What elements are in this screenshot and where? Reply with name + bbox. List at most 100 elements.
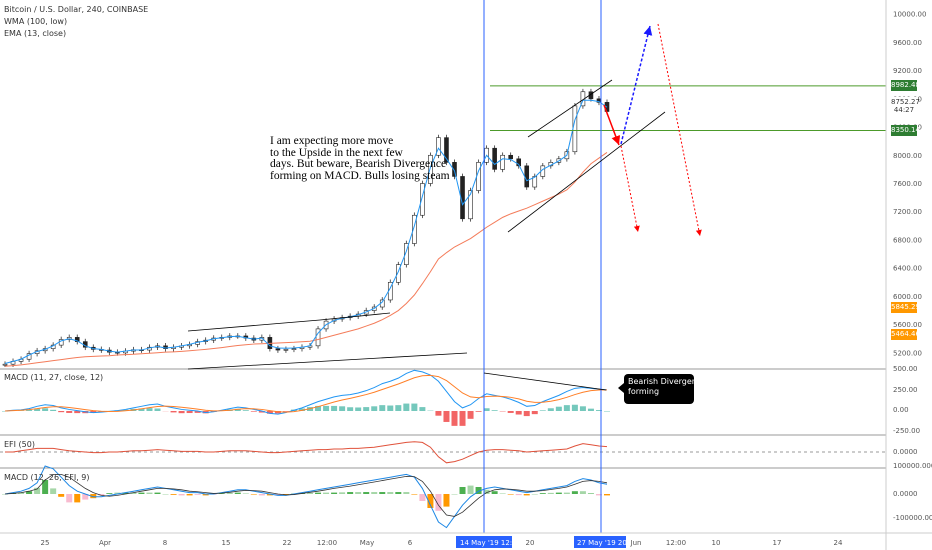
- macd2-hist-bar: [515, 494, 522, 496]
- price-tick-label: 5600.00: [893, 321, 922, 329]
- candle-body: [275, 348, 281, 351]
- macd2-hist-bar: [475, 487, 482, 494]
- macd1-hist-bar: [563, 405, 570, 411]
- time-tick-label: Apr: [99, 539, 111, 547]
- macd2-hist-bar: [451, 494, 458, 495]
- macd1-hist-bar: [539, 410, 546, 411]
- price-tick-label: 7600.00: [893, 180, 922, 188]
- candle-body: [452, 162, 457, 177]
- candle-body: [436, 137, 441, 156]
- macd2-hist-bar: [194, 494, 201, 495]
- time-tick-label: 8: [163, 539, 167, 547]
- red-arrow-down: [603, 104, 621, 146]
- macd2-hist-bar: [427, 494, 434, 508]
- price-tick-label: 8000.00: [893, 152, 922, 160]
- candle-body: [476, 162, 481, 191]
- candle-body: [291, 348, 297, 350]
- candle-body: [396, 264, 401, 283]
- macd2-hist-bar: [106, 493, 113, 494]
- macd1-hist-bar: [315, 405, 322, 411]
- macd2-hist-bar: [122, 492, 129, 494]
- macd1-hist-bar: [475, 411, 482, 412]
- legend-macd2: MACD (12, 26, EFI, 9): [4, 473, 90, 482]
- time-tick-label: 14 May '19 12:00: [460, 539, 521, 547]
- time-tick-label: 15: [222, 539, 231, 547]
- blue-arrow-up: [620, 25, 653, 145]
- macd1-hist-bar: [347, 407, 354, 411]
- macd2-hist-bar: [74, 494, 81, 503]
- price-tag: 8350.14: [891, 125, 920, 137]
- time-tick-label: 17: [773, 539, 782, 547]
- wma-line: [4, 152, 608, 367]
- macd1-hist-bar: [194, 411, 201, 413]
- macd1-hist-bar: [604, 411, 610, 412]
- macd2-hist-bar: [467, 485, 474, 494]
- macd1-hist-bar: [595, 410, 602, 411]
- macd2-hist-bar: [82, 494, 89, 500]
- macd2-tick-label: 0.0000: [893, 490, 918, 498]
- time-tick-label: 12:00: [317, 539, 337, 547]
- macd1-tick-label: -250.00: [893, 427, 920, 435]
- price-tag: 5845.29: [891, 301, 920, 313]
- macd1-hist-bar: [339, 406, 346, 411]
- time-tick-label: 22: [283, 539, 292, 547]
- candle-body: [516, 158, 522, 167]
- candle-body: [420, 183, 425, 216]
- macd1-hist-bar: [90, 411, 97, 413]
- candle-body: [444, 137, 449, 163]
- macd2-hist-bar: [371, 492, 378, 494]
- macd1-hist-bar: [154, 408, 161, 411]
- macd1-hist-bar: [435, 411, 442, 416]
- macd1-hist-bar: [331, 405, 338, 411]
- candle-body: [508, 154, 513, 160]
- macd2-hist-bar: [58, 494, 65, 497]
- macd2-hist-bar: [507, 494, 514, 495]
- macd2-hist-bar: [347, 492, 354, 494]
- macd2-hist-bar: [435, 494, 442, 511]
- macd2-hist-bar: [491, 491, 498, 494]
- macd1-tick-label: 0.00: [893, 406, 909, 414]
- red-dotted-arrow-2: [657, 23, 702, 237]
- price-tag: 8982.48: [891, 80, 920, 92]
- price-tick-label: 6400.00: [893, 265, 922, 273]
- time-tick-label: 6: [408, 539, 413, 547]
- divergence-callout: Bearish Divergence forming: [618, 374, 706, 404]
- macd2-hist-bar: [242, 493, 249, 494]
- macd2-hist-bar: [307, 492, 314, 494]
- legend-macd1: MACD (11, 27, close, 12): [4, 373, 104, 382]
- macd2-hist-bar: [499, 493, 506, 494]
- macd2-hist-bar: [234, 492, 241, 494]
- macd1-hist-bar: [507, 411, 514, 413]
- macd1-tick-label: 250.00: [893, 386, 918, 394]
- macd2-hist-bar: [266, 494, 273, 496]
- candle-body: [74, 337, 80, 342]
- macd1-hist-bar: [355, 407, 362, 411]
- macd2-hist-bar: [539, 493, 546, 494]
- macd1-hist-bar: [555, 406, 562, 411]
- macd2-hist-bar: [571, 491, 578, 494]
- legend-symbol: Bitcoin / U.S. Dollar, 240, COINBASE: [4, 5, 149, 14]
- time-tick-label: 20: [526, 539, 535, 547]
- legend-wma: WMA (100, low): [4, 17, 68, 26]
- macd2-hist-bar: [363, 492, 370, 494]
- macd1-hist-bar: [403, 403, 410, 411]
- candle-body: [532, 176, 538, 188]
- wedge-bottom: [507, 111, 666, 233]
- macd2-hist-bar: [186, 494, 193, 496]
- time-tick-label: 27 May '19 20:00: [577, 539, 638, 547]
- macd2-hist-bar: [18, 492, 25, 494]
- candle-body: [404, 243, 409, 265]
- channel-top-right: [319, 312, 391, 321]
- macd1-hist-bar: [323, 405, 330, 411]
- divergence-line: [483, 372, 607, 391]
- price-tick-label: 7200.00: [893, 208, 922, 216]
- time-tick-label: Jun: [630, 539, 642, 547]
- macd1-hist-bar: [170, 411, 177, 413]
- legend-efi: EFI (50): [4, 440, 35, 449]
- macd2-pane: [0, 465, 886, 529]
- price-tick-label: 9600.00: [893, 39, 922, 47]
- macd1-hist-bar: [387, 405, 394, 411]
- macd2-hist-bar: [170, 494, 177, 495]
- macd2-hist-bar: [34, 487, 41, 494]
- macd2-hist-bar: [282, 494, 289, 495]
